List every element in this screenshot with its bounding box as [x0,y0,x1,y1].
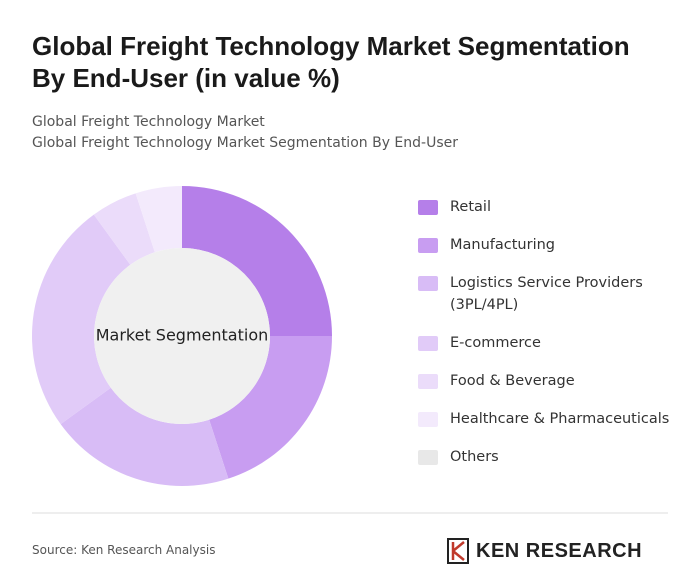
subtitle: Global Freight Technology Market [32,114,265,130]
legend-swatch [418,412,438,427]
donut-slice [209,336,332,479]
legend-item: Food & Beverage [418,370,678,392]
legend-swatch [418,276,438,291]
legend-label: Healthcare & Pharmaceuticals [450,411,670,427]
legend-label: Manufacturing [450,237,555,253]
donut-slice [60,387,229,487]
title: Global Freight Technology Market Segment… [32,31,630,93]
legend-swatch [418,200,438,215]
legend-item: Logistics Service Providers (3PL/4PL) [418,272,678,316]
legend-swatch [418,374,438,389]
legend-swatch [418,238,438,253]
legend-item: Others [418,446,678,468]
donut-slice [93,193,155,265]
legend-swatch [418,336,438,351]
legend: Retail Manufacturing Logistics Service Pro… [418,196,678,468]
legend-item: Retail [418,196,678,218]
logo-icon [447,538,469,564]
donut-slice [182,186,332,336]
legend-label: Food & Beverage [450,373,575,389]
legend-label: Others [450,449,499,465]
source: Source: Ken Research Analysis [32,543,216,557]
donut-slice [135,186,182,253]
legend-item: Healthcare & Pharmaceuticals [418,408,678,430]
donut-hole [94,248,270,424]
legend-label: Logistics Service Providers (3PL/4PL) [450,275,643,313]
legend-swatch [418,450,438,465]
subtitle: Global Freight Technology Market Segment… [32,135,458,151]
center-label: Market Segmentation [96,326,269,345]
legend-item: E-commerce [418,332,678,354]
legend-item: Manufacturing [418,234,678,256]
legend-label: E-commerce [450,335,541,351]
legend-label: Retail [450,199,491,215]
donut-slice [31,214,131,425]
brand: KEN RESEARCH [476,540,643,562]
